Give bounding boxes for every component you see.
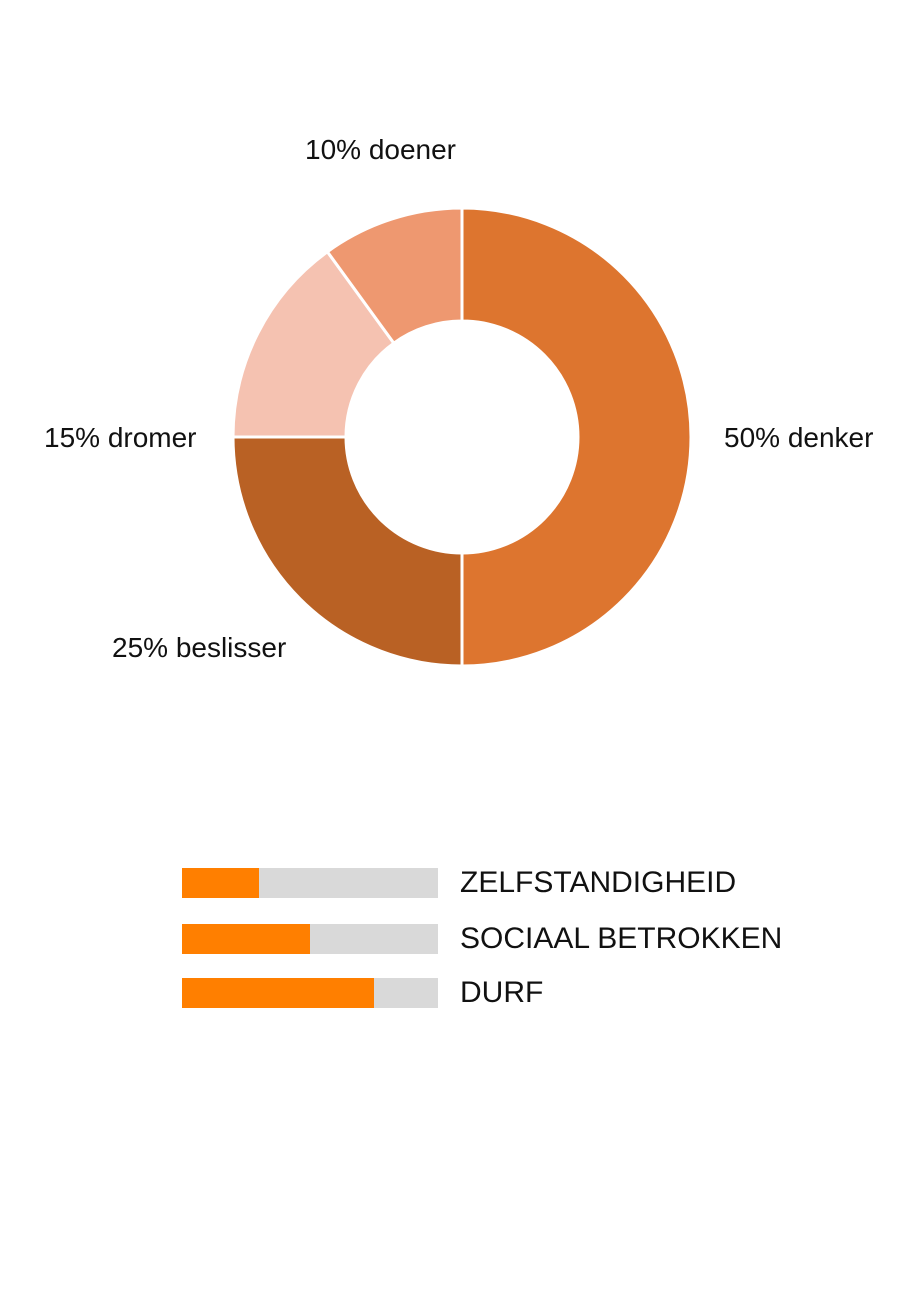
skill-bar-durf: DURF: [182, 976, 782, 1009]
bar-label: SOCIAAL BETROKKEN: [460, 922, 783, 955]
label-dromer: 15% dromer: [44, 422, 197, 453]
label-doener: 10% doener: [305, 134, 457, 165]
skill-bar-sociaal-betrokken: SOCIAAL BETROKKEN: [182, 922, 783, 955]
donut-slice-doener: [325, 206, 464, 346]
bar-fill: [182, 868, 259, 898]
bar-fill: [182, 924, 310, 954]
bar-track: [182, 978, 438, 1008]
skill-bar-zelfstandigheid: ZELFSTANDIGHEID: [182, 866, 782, 899]
bar-label: ZELFSTANDIGHEID: [460, 866, 737, 899]
bar-label: DURF: [460, 976, 544, 1009]
donut-chart: [231, 206, 693, 668]
bar-track: [182, 924, 438, 954]
donut-slice-dromer: [231, 249, 396, 439]
bar-fill: [182, 978, 374, 1008]
donut-slice-denker: [460, 206, 693, 668]
bar-track: [182, 868, 438, 898]
donut-slice-beslisser: [231, 435, 464, 668]
label-beslisser: 25% beslisser: [112, 632, 287, 663]
label-denker: 50% denker: [724, 422, 874, 453]
